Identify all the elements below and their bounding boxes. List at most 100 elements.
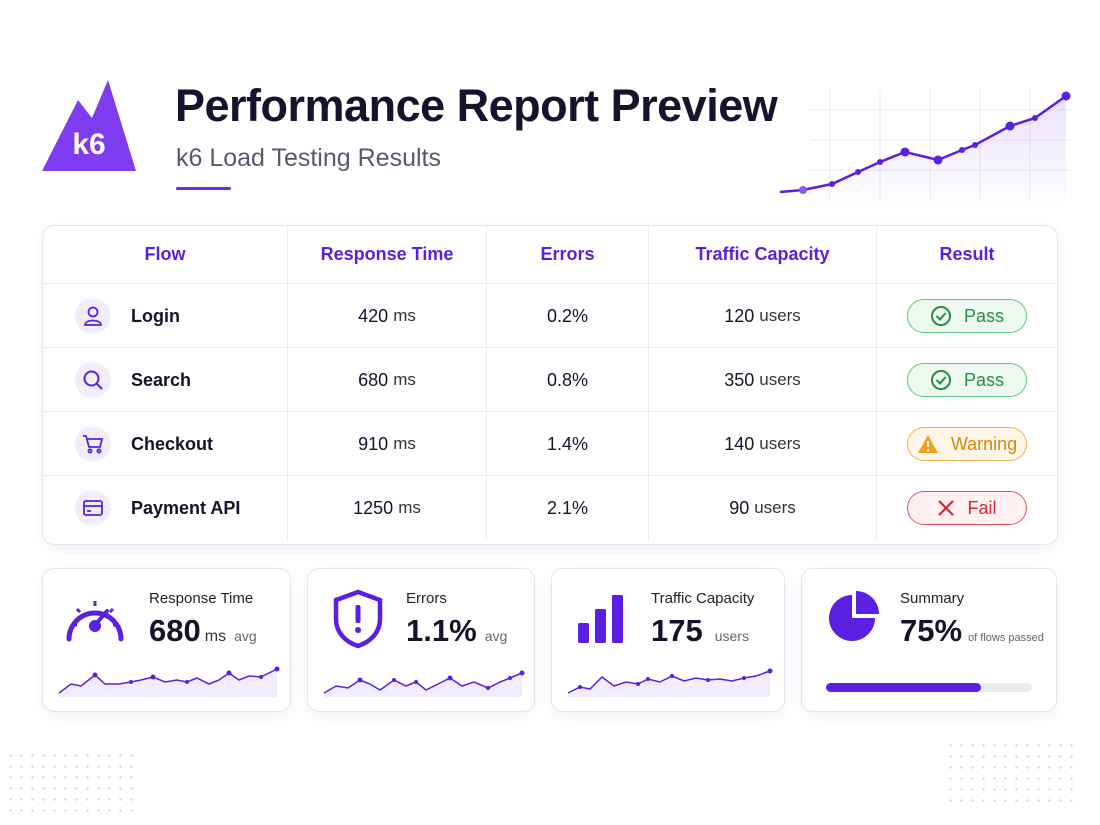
errors-cell: 0.2% bbox=[487, 284, 649, 348]
title-underline bbox=[176, 187, 231, 190]
logo-text: k6 bbox=[72, 128, 105, 161]
traffic: 350 bbox=[724, 369, 755, 390]
note: of flows passed bbox=[968, 632, 1044, 644]
flow-name: Payment API bbox=[131, 497, 241, 518]
response-cell: 910 ms bbox=[288, 412, 487, 476]
result-badge: Pass bbox=[907, 363, 1027, 397]
card-value: 1.1% avg bbox=[406, 613, 507, 649]
pie-icon bbox=[829, 591, 879, 641]
result-text: Pass bbox=[963, 369, 1005, 390]
column-header: Flow bbox=[43, 226, 288, 283]
flow-cell: Payment API bbox=[43, 476, 288, 540]
column-header: Result bbox=[939, 244, 995, 264]
flow-name: Search bbox=[131, 369, 192, 390]
progress-track bbox=[826, 683, 1032, 692]
dot-pattern bbox=[945, 740, 1075, 810]
response-cell: 420 ms bbox=[288, 284, 487, 348]
unit: users bbox=[754, 498, 796, 517]
result-cell: Fail bbox=[877, 476, 1057, 540]
unit: % bbox=[449, 613, 477, 648]
logo-shape bbox=[42, 80, 136, 171]
unit: users bbox=[759, 306, 801, 325]
logo: k6 bbox=[42, 80, 136, 171]
response-time: 680 bbox=[358, 369, 389, 390]
unit: ms bbox=[398, 498, 421, 517]
note: avg bbox=[234, 628, 257, 644]
metric-card: Traffic Capacity 175 users bbox=[551, 568, 785, 712]
errors-cell: 0.8% bbox=[487, 348, 649, 412]
metric-card: Errors 1.1% avg bbox=[307, 568, 535, 712]
result-badge: Pass bbox=[907, 299, 1027, 333]
flow-cell: Login bbox=[43, 284, 288, 348]
response-time: 910 bbox=[358, 433, 389, 454]
result-text: Pass bbox=[963, 305, 1005, 326]
traffic: 120 bbox=[724, 305, 755, 326]
card-value: 175 users bbox=[651, 613, 749, 649]
traffic: 90 bbox=[729, 497, 750, 518]
unit: ms bbox=[393, 434, 416, 453]
result-cell: Warning bbox=[877, 412, 1057, 476]
header-area bbox=[803, 96, 1066, 210]
result-badge: Warning bbox=[907, 427, 1027, 461]
flow-name: Checkout bbox=[131, 433, 214, 454]
flow-cell: Search bbox=[43, 348, 288, 412]
value: 1.1 bbox=[406, 613, 450, 648]
sparkline bbox=[58, 666, 280, 697]
card-value: 75% of flows passed bbox=[900, 613, 1044, 649]
cart-icon bbox=[75, 426, 111, 462]
result-text: Fail bbox=[967, 497, 997, 518]
header-chart bbox=[779, 90, 1071, 210]
search-icon bbox=[75, 362, 111, 398]
traffic-cell: 120 users bbox=[649, 284, 877, 348]
unit: users bbox=[759, 370, 801, 389]
response-cell: 1250 ms bbox=[288, 476, 487, 540]
metric-card: Summary 75% of flows passed bbox=[801, 568, 1057, 712]
flow-cell: Checkout bbox=[43, 412, 288, 476]
response-time: 1250 bbox=[353, 497, 394, 518]
card-label: Errors bbox=[406, 590, 447, 607]
sparkline bbox=[323, 670, 525, 697]
traffic-cell: 350 users bbox=[649, 348, 877, 412]
unit: % bbox=[934, 613, 963, 648]
title: Performance Report Preview bbox=[175, 80, 778, 131]
card-label: Response Time bbox=[149, 590, 254, 607]
traffic-cell: 140 users bbox=[649, 412, 877, 476]
result-text: Warning bbox=[950, 433, 1018, 454]
shield-icon bbox=[333, 589, 383, 649]
table-row: Checkout 910 ms 1.4% 140 users Warning bbox=[43, 411, 1057, 476]
header-points bbox=[799, 91, 1071, 194]
card-value: 680 ms avg bbox=[149, 613, 257, 649]
value: 75 bbox=[900, 613, 935, 648]
unit: ms bbox=[393, 306, 416, 325]
card-label: Summary bbox=[900, 590, 965, 607]
dot-pattern bbox=[5, 750, 135, 820]
traffic-cell: 90 users bbox=[649, 476, 877, 540]
bars-icon bbox=[578, 595, 623, 643]
flow-name: Login bbox=[131, 305, 180, 326]
traffic: 140 bbox=[724, 433, 755, 454]
value: 680 bbox=[149, 613, 201, 648]
result-cell: Pass bbox=[877, 348, 1057, 412]
note: avg bbox=[484, 628, 508, 644]
card-icon bbox=[75, 490, 111, 526]
metric-card: Response Time 680 ms avg bbox=[42, 568, 291, 712]
result-cell: Pass bbox=[877, 284, 1057, 348]
table-row: Login 420 ms 0.2% 120 users Pass bbox=[43, 283, 1057, 348]
table-row: Search 680 ms 0.8% 350 users Pass bbox=[43, 347, 1057, 412]
result-badge: Fail bbox=[907, 491, 1027, 525]
response-time: 420 bbox=[358, 305, 389, 326]
subtitle: k6 Load Testing Results bbox=[176, 144, 441, 172]
user-icon bbox=[75, 298, 111, 334]
column-header: Response Time bbox=[288, 226, 487, 283]
sparkline bbox=[567, 668, 773, 697]
gauge-icon bbox=[66, 601, 124, 642]
unit: ms bbox=[393, 370, 416, 389]
column-header: Traffic Capacity bbox=[649, 226, 877, 283]
table-header: Flow Response Time Errors Traffic Capaci… bbox=[43, 226, 1057, 283]
unit: ms bbox=[204, 628, 227, 645]
note: users bbox=[714, 628, 749, 644]
errors-cell: 1.4% bbox=[487, 412, 649, 476]
errors-cell: 2.1% bbox=[487, 476, 649, 540]
table-row: Payment API 1250 ms 2.1% 90 users Fail bbox=[43, 475, 1057, 540]
